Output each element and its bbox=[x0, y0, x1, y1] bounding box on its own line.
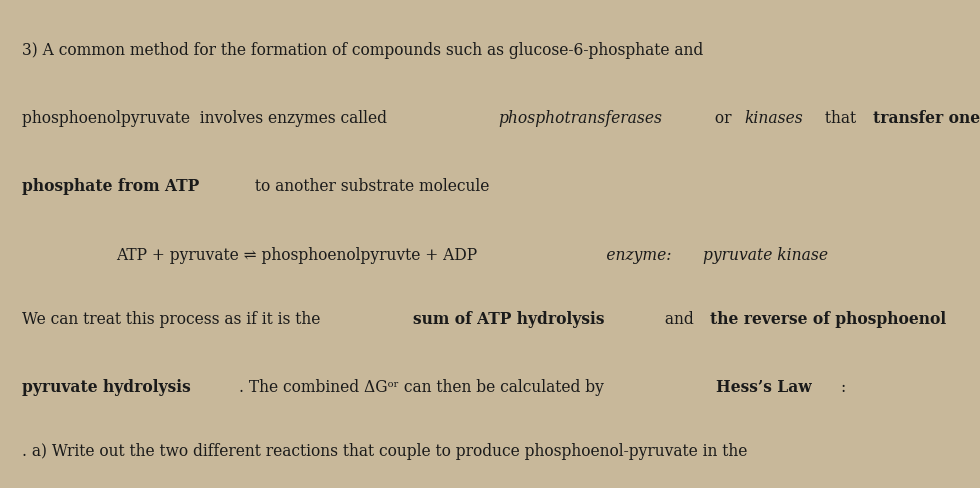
Text: phosphoenolpyruvate  involves enzymes called: phosphoenolpyruvate involves enzymes cal… bbox=[22, 110, 391, 127]
Text: Hess’s Law: Hess’s Law bbox=[716, 378, 812, 395]
Text: and: and bbox=[660, 310, 699, 327]
Text: We can treat this process as if it is the: We can treat this process as if it is th… bbox=[22, 310, 324, 327]
Text: phosphotransferases: phosphotransferases bbox=[499, 110, 662, 127]
Text: pyruvate hydrolysis: pyruvate hydrolysis bbox=[22, 378, 190, 395]
Text: :: : bbox=[840, 378, 845, 395]
Text: the reverse of phosphoenol: the reverse of phosphoenol bbox=[710, 310, 946, 327]
Text: enzyme:: enzyme: bbox=[581, 246, 676, 264]
Text: 3) A common method for the formation of compounds such as glucose-6-phosphate an: 3) A common method for the formation of … bbox=[22, 41, 703, 59]
Text: that: that bbox=[820, 110, 861, 127]
Text: kinases: kinases bbox=[745, 110, 804, 127]
Text: to another substrate molecule: to another substrate molecule bbox=[250, 178, 490, 195]
Text: . The combined ΔGᵒʳ can then be calculated by: . The combined ΔGᵒʳ can then be calculat… bbox=[239, 378, 609, 395]
Text: phosphate from ATP: phosphate from ATP bbox=[22, 178, 199, 195]
Text: . a) Write out the two different reactions that couple to produce phosphoenol-py: . a) Write out the two different reactio… bbox=[22, 442, 747, 459]
Text: ATP + pyruvate ⇌ phosphoenolpyruvte + ADP: ATP + pyruvate ⇌ phosphoenolpyruvte + AD… bbox=[116, 246, 476, 264]
Text: or: or bbox=[710, 110, 737, 127]
Text: transfer one: transfer one bbox=[873, 110, 980, 127]
Text: sum of ATP hydrolysis: sum of ATP hydrolysis bbox=[413, 310, 605, 327]
Text: pyruvate kinase: pyruvate kinase bbox=[704, 246, 828, 264]
